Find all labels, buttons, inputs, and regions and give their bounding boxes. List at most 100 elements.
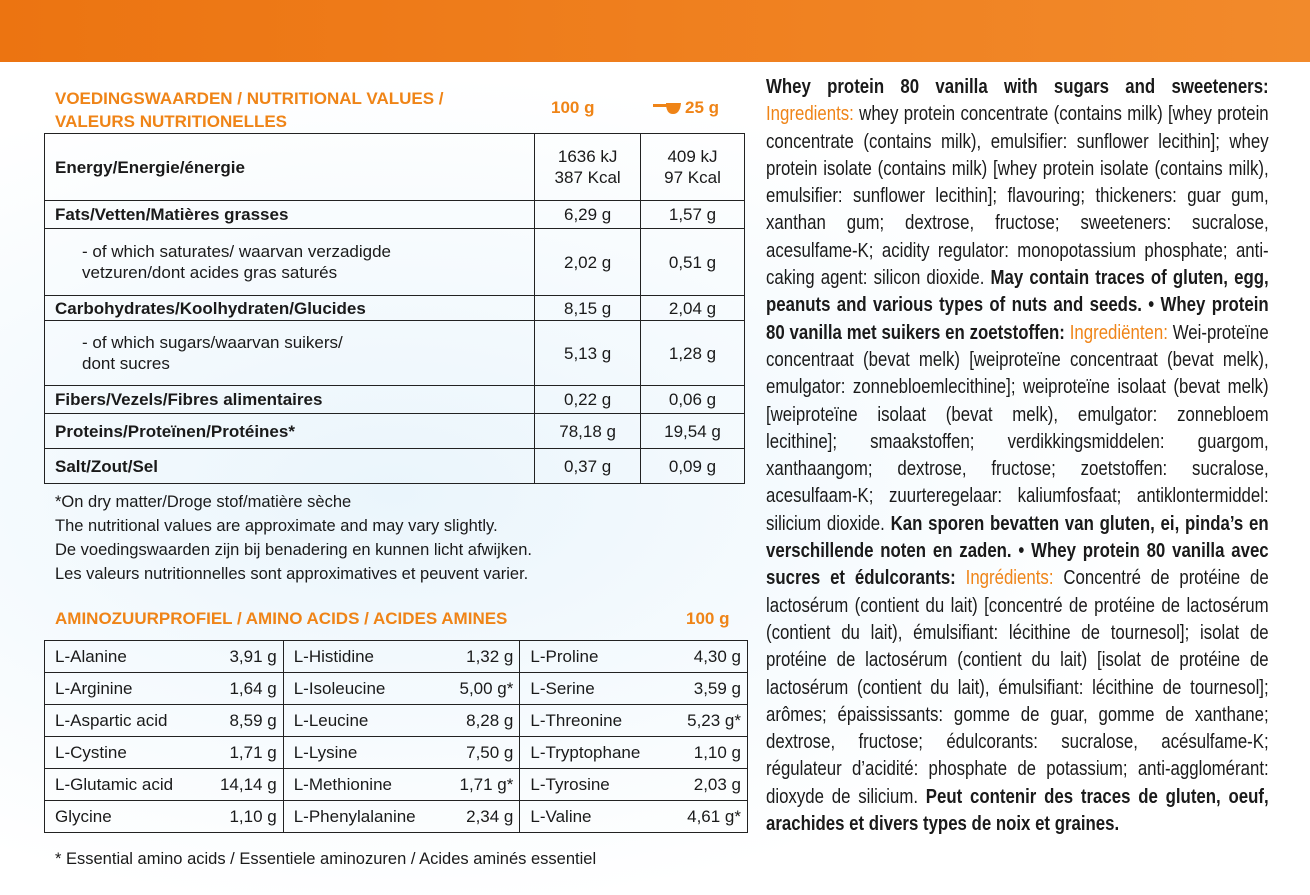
nutrition-row: Carbohydrates/Koolhydraten/Glucides 8,15 … [43, 295, 745, 321]
amino-pair: L-Tryptophane 1,10 g [530, 743, 741, 763]
amino-name: L-Serine [530, 678, 595, 698]
amino-value: 2,03 g [693, 774, 741, 794]
nutrient-value: 6,29 g [534, 200, 641, 229]
ingredients: Whey protein 80 vanilla with sugars and … [766, 73, 1269, 837]
nutrient-value: 0,22 g [534, 385, 641, 414]
top-bar [0, 0, 1310, 62]
amino-value: 1,71 g [229, 742, 277, 762]
nutrition-table: Energy/Energie/énergie 1636 kJ 387 Kcal 409… [43, 133, 745, 484]
amino-cell: L-Leucine 8,28 g [282, 704, 521, 737]
column-header: 100 g [686, 609, 730, 628]
nutrient-value: 2,04 g [640, 295, 745, 321]
amino-name: L-Proline [530, 646, 599, 666]
ingredient-segment: Wei-proteïne concentraat (bevat melk) [w… [766, 320, 1269, 535]
amino-value: 3,59 g [693, 678, 741, 698]
value-line: 19,54 g [664, 421, 721, 441]
amino-name: L-Glutamic acid [55, 774, 174, 794]
nutrition-row: Salt/Zout/Sel 0,37 g 0,09 g [43, 448, 745, 484]
amino-cell: L-Alanine 3,91 g [44, 640, 284, 673]
amino-value: 7,50 g [466, 742, 514, 762]
nutrient-value: 0,37 g [534, 448, 641, 484]
note-line: De voedingswaarden zijn bij benadering e… [55, 541, 532, 559]
amino-value: 1,10 g [229, 806, 277, 826]
amino-name: L-Valine [530, 806, 592, 826]
amino-pair: L-Phenylalanine 2,34 g [294, 807, 514, 827]
amino-pair: L-Isoleucine 5,00 g* [294, 679, 514, 699]
value-line: 0,06 g [668, 390, 717, 409]
amino-name: L-Arginine [55, 678, 133, 698]
amino-cell: L-Methionine 1,71 g* [282, 768, 521, 801]
footnote: * Essential amino acids / Essentiele ami… [55, 850, 597, 868]
amino-pair: L-Lysine 7,50 g [294, 743, 514, 763]
amino-name: L-Leucine [293, 710, 369, 730]
amino-name: L-Cystine [55, 742, 127, 762]
label-line: Salt/Zout/Sel [55, 456, 158, 476]
amino-cell: L-Aspartic acid 8,59 g [44, 704, 284, 737]
value-line: 0,37 g [564, 456, 612, 476]
nutrient-value: 1636 kJ 387 Kcal [534, 133, 641, 201]
ingredient-segment: Kan sporen bevatten van gluten, ei, pind… [766, 511, 1269, 590]
amino-pair: L-Threonine 5,23 g* [530, 711, 741, 731]
value-line: 409 kJ [667, 147, 718, 166]
amino-value: 8,28 g [466, 710, 514, 730]
nutrient-value: 0,09 g [640, 448, 745, 484]
amino-value: 3,91 g [229, 646, 277, 666]
value-line: 1,57 g [668, 205, 717, 224]
amino-cell: L-Histidine 1,32 g [282, 640, 521, 673]
nutrition-row: Proteins/Proteïnen/Protéines* 78,18 g 19,5… [43, 413, 745, 449]
nutrient-value: 1,57 g [640, 200, 745, 229]
amino-cell: L-Isoleucine 5,00 g* [282, 672, 521, 705]
value-line: 97 Kcal [664, 168, 721, 187]
amino-name: L-Isoleucine [293, 678, 386, 698]
value-line: 0,22 g [564, 390, 612, 409]
value-line: 5,13 g [564, 343, 612, 363]
nutrient-value: 5,13 g [534, 320, 641, 386]
amino-cell: Glycine 1,10 g [44, 800, 284, 833]
nutrition-row: Energy/Energie/énergie 1636 kJ 387 Kcal 409… [43, 133, 745, 201]
amino-name: L-Aspartic acid [55, 710, 168, 730]
amino-pair: L-Leucine 8,28 g [294, 711, 514, 731]
ingredient-segment: May contain traces of gluten, egg, peanu… [766, 266, 1269, 344]
label-line: Fats/Vetten/Matières grasses [55, 205, 289, 224]
label-line: - of which sugars/waarvan suikers/ [82, 333, 343, 352]
ingredient-segment: Peut contenir des traces de gluten, oeuf… [766, 784, 1269, 836]
column-header: 25 g [652, 98, 719, 118]
column-header: 100 g [551, 98, 595, 117]
value-line: 2,02 g [564, 252, 612, 272]
ingredients-wrap: Whey protein 80 vanilla with sugars and … [766, 73, 1269, 837]
amino-pair: L-Valine 4,61 g* [530, 807, 741, 827]
column-header-text: 25 g [685, 98, 720, 117]
amino-cell: L-Tryptophane 1,10 g [519, 736, 748, 769]
amino-row: L-Cystine 1,71 g L-Lysine 7,50 g L-Tryptopha… [44, 736, 748, 769]
amino-title: AMINOZUURPROFIEL / AMINO ACIDS / ACIDES … [55, 609, 508, 628]
label-line: Carbohydrates/Koolhydraten/Glucides [55, 298, 366, 318]
amino-pair: L-Serine 3,59 g [530, 679, 741, 699]
value-line: 1,28 g [668, 343, 717, 363]
amino-value: 5,00 g* [459, 678, 514, 698]
nutrient-label: Carbohydrates/Koolhydraten/Glucides [43, 295, 536, 321]
amino-pair: L-Cystine 1,71 g [55, 743, 277, 763]
amino-pair: L-Tyrosine 2,03 g [530, 775, 741, 795]
nutrition-title: VOEDINGSWAARDEN / NUTRITIONAL VALUES / V… [55, 87, 444, 133]
amino-pair: L-Arginine 1,64 g [55, 679, 277, 699]
nutrient-label: Fats/Vetten/Matières grasses [43, 200, 536, 229]
nutrient-label: Proteins/Proteïnen/Protéines* [43, 413, 536, 449]
amino-cell: L-Arginine 1,64 g [44, 672, 284, 705]
amino-name: L-Tryptophane [530, 742, 641, 762]
amino-pair: L-Methionine 1,71 g* [294, 775, 514, 795]
amino-pair: L-Aspartic acid 8,59 g [55, 711, 277, 731]
nutrient-label: - of which sugars/waarvan suikers/dont s… [43, 320, 536, 386]
amino-pair: L-Histidine 1,32 g [294, 647, 514, 667]
label-line: dont sucres [82, 354, 170, 373]
amino-value: 1,64 g [229, 678, 277, 698]
amino-name: L-Alanine [55, 646, 127, 666]
ingredient-segment: Ingrédients: [965, 566, 1054, 590]
amino-name: L-Lysine [293, 742, 358, 762]
value-line: 1636 kJ [557, 147, 618, 166]
amino-pair: L-Proline 4,30 g [530, 647, 741, 667]
amino-name: L-Threonine [530, 710, 623, 730]
amino-cell: L-Glutamic acid 14,14 g [44, 768, 284, 801]
amino-pair: L-Glutamic acid 14,14 g [55, 775, 277, 795]
nutrient-value: 19,54 g [640, 413, 745, 449]
note-line: *On dry matter/Droge stof/matière sèche [55, 493, 352, 511]
